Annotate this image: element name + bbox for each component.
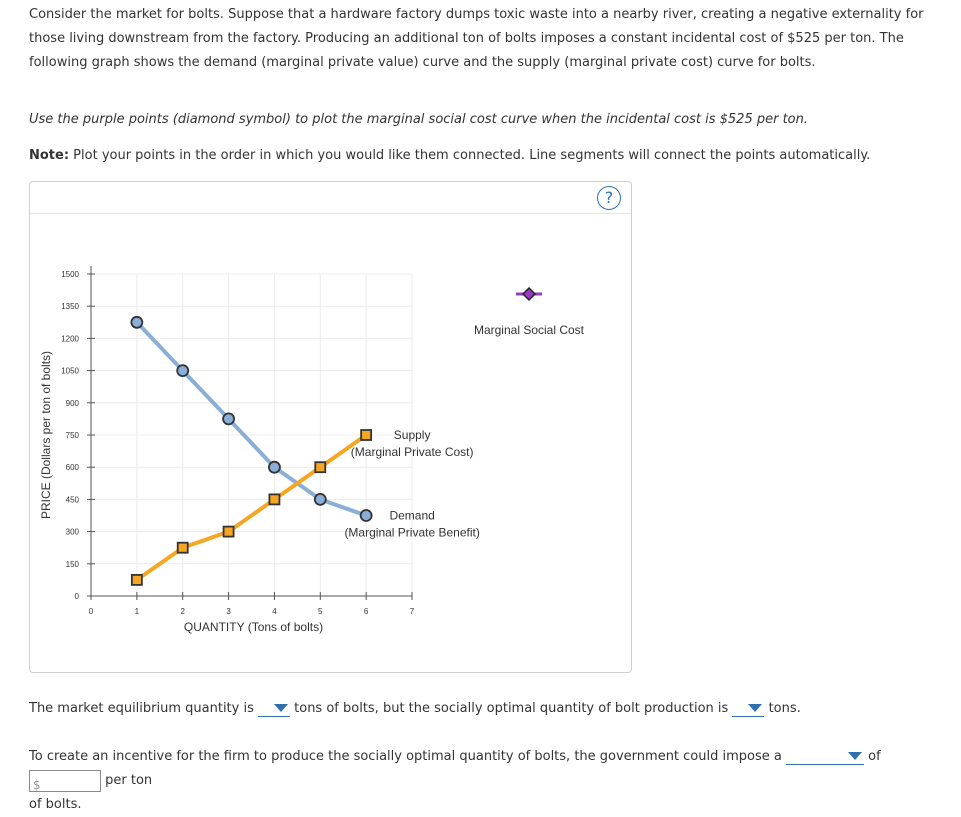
y-tick-label: 150	[66, 560, 80, 569]
chevron-down-icon	[848, 752, 862, 760]
demand-label: Demand	[389, 509, 434, 523]
x-tick-label: 7	[410, 607, 415, 616]
policy-text-1: To create an incentive for the firm to p…	[29, 749, 782, 764]
graph-panel: ? 0 150 300 450 600 750 900 1050 1200 1350 1500 0 1 2…	[29, 181, 632, 673]
note-body: Plot your points in the order in which y…	[69, 148, 871, 163]
equilibrium-question: The market equilibrium quantity is tons …	[29, 697, 801, 721]
y-tick-label: 750	[66, 431, 80, 440]
equilibrium-text-1: The market equilibrium quantity is	[29, 701, 254, 716]
x-tick-label: 0	[89, 607, 94, 616]
x-tick-label: 5	[318, 607, 323, 616]
equilibrium-text-3: tons.	[768, 701, 801, 716]
x-tick-label: 4	[272, 607, 277, 616]
y-tick-label: 600	[66, 463, 80, 472]
demand-point	[130, 315, 144, 329]
demand-point	[268, 460, 281, 474]
intro-paragraph: Consider the market for bolts. Suppose t…	[29, 7, 924, 70]
x-tick-label: 6	[364, 607, 369, 616]
demand-curve-line	[135, 320, 367, 518]
instruction-text: Use the purple points (diamond symbol) t…	[29, 112, 809, 127]
supply-label: Supply	[394, 428, 431, 442]
demand-point	[176, 364, 190, 378]
graph-toolbar: ?	[30, 182, 631, 214]
supply-point	[130, 573, 143, 586]
dollar-sign: $	[33, 777, 41, 792]
y-tick-label: 900	[66, 399, 80, 408]
x-tick-label: 1	[135, 607, 140, 616]
chevron-down-icon	[748, 704, 763, 712]
y-tick-label: 1050	[61, 367, 79, 376]
optimal-quantity-dropdown[interactable]	[732, 700, 765, 717]
diamond-icon[interactable]	[521, 286, 537, 302]
note-text: Note: Plot your points in the order in w…	[29, 148, 870, 163]
x-tick-label: 3	[226, 607, 231, 616]
help-icon[interactable]: ?	[597, 186, 621, 210]
supply-sublabel: (Marginal Private Cost)	[351, 445, 474, 459]
policy-amount-input[interactable]: $	[29, 769, 101, 792]
msc-tool-label: Marginal Social Cost	[474, 323, 585, 337]
y-axis-label: PRICE (Dollars per ton of bolts)	[39, 351, 53, 519]
chevron-down-icon	[274, 704, 288, 712]
y-tick-label: 450	[66, 495, 80, 504]
demand-sublabel: (Marginal Private Benefit)	[344, 526, 479, 540]
y-tick-label: 1500	[61, 270, 79, 279]
y-tick-label: 1200	[61, 334, 79, 343]
supply-point	[360, 429, 373, 441]
supply-point	[314, 461, 327, 474]
y-tick-label: 1350	[61, 302, 79, 311]
note-label: Note:	[29, 148, 70, 163]
supply-demand-chart[interactable]: 0 150 300 450 600 750 900 1050 1200 1350 1500 0 1 2 3 4…	[30, 182, 631, 672]
equilibrium-text-2: tons of bolts, but the socially optimal …	[294, 701, 729, 716]
msc-tool-diamond[interactable]	[516, 286, 542, 302]
demand-point	[313, 492, 327, 506]
x-tick-label: 2	[180, 607, 185, 616]
demand-point	[222, 412, 235, 426]
per-ton-label: per ton	[105, 773, 153, 788]
supply-point	[176, 541, 189, 554]
y-tick-label: 0	[75, 592, 80, 601]
policy-of-label: of	[868, 749, 881, 764]
x-axis-label: QUANTITY (Tons of bolts)	[184, 620, 323, 634]
supply-point	[268, 493, 281, 506]
supply-curve-line	[135, 433, 368, 582]
policy-text-end: of bolts.	[29, 797, 82, 812]
policy-question: To create an incentive for the firm to p…	[29, 745, 944, 817]
demand-point	[359, 509, 373, 522]
supply-point	[222, 525, 235, 538]
policy-type-dropdown[interactable]	[786, 748, 864, 765]
y-tick-label: 300	[66, 528, 80, 537]
market-quantity-dropdown[interactable]	[258, 700, 290, 717]
